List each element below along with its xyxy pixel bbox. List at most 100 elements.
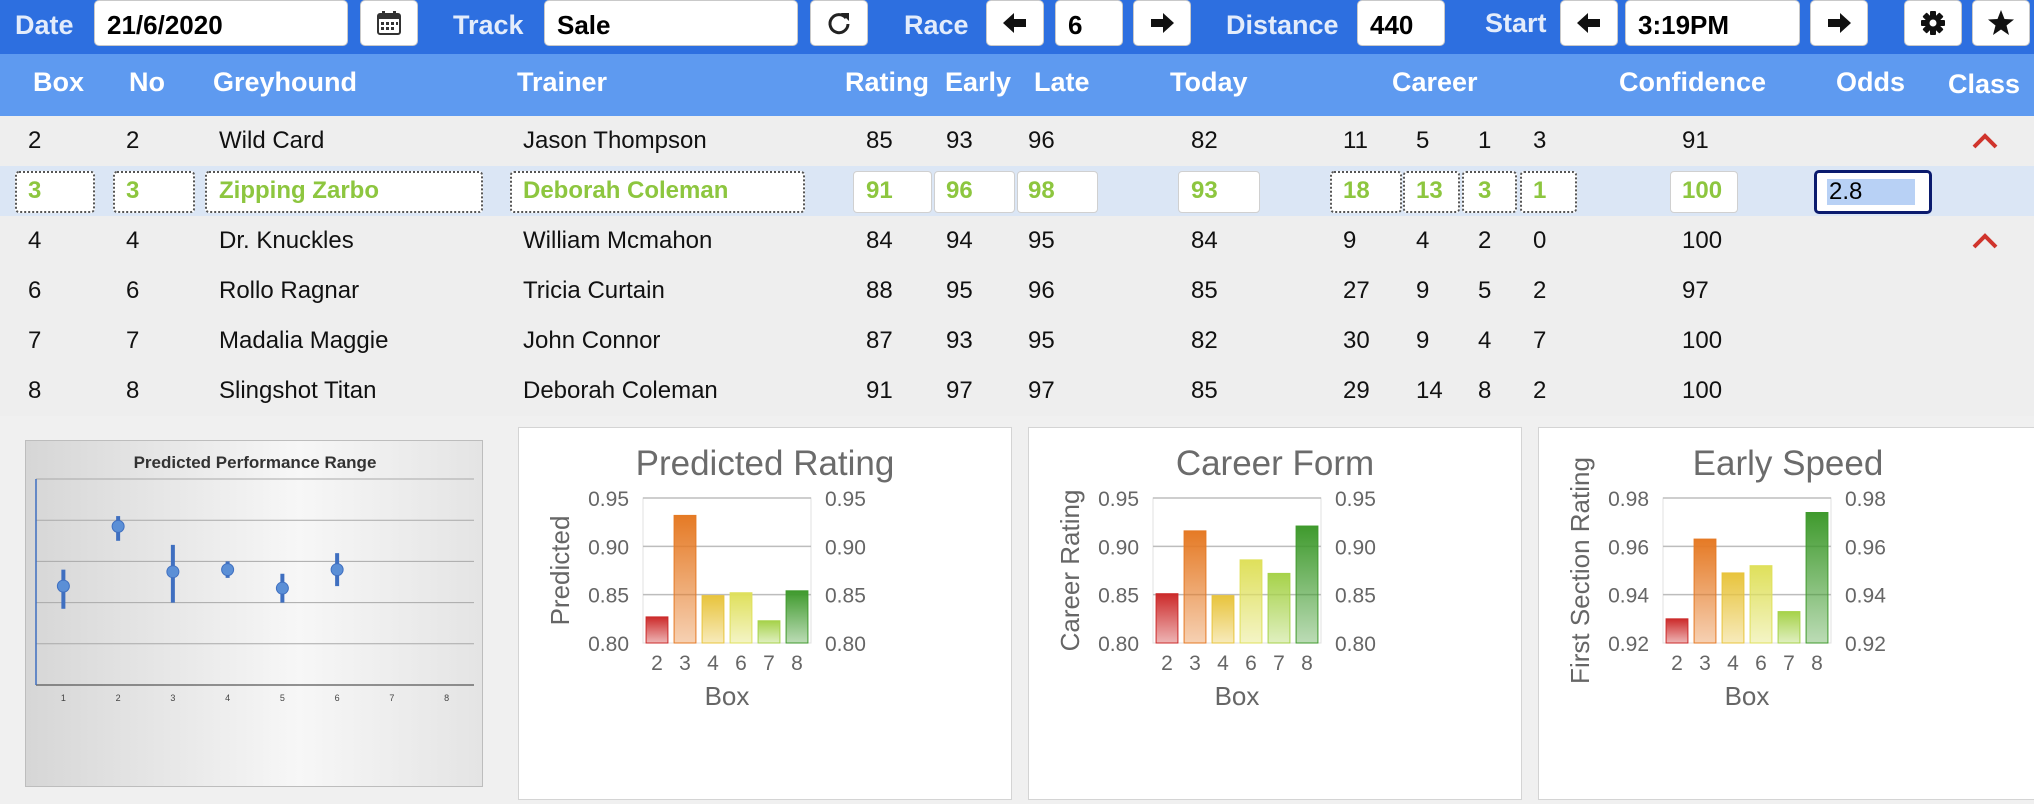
race-prev-button[interactable]	[986, 0, 1044, 46]
column-header-trainer[interactable]: Trainer	[517, 67, 608, 97]
x-tick-label: 7	[1783, 652, 1795, 675]
column-header-rating[interactable]: Rating	[845, 67, 929, 97]
column-header-greyhound[interactable]: Greyhound	[213, 67, 358, 97]
bar	[729, 592, 753, 644]
calendar-button[interactable]	[360, 0, 418, 46]
rating-edit[interactable]	[853, 171, 932, 213]
career-seconds-cell: 3	[1478, 177, 1492, 204]
start-time-field[interactable]: 3:19PM	[1625, 0, 1800, 46]
career-seconds-cell: 4	[1478, 327, 1492, 354]
runner-row[interactable]: 4 4 Dr. Knuckles William Mcmahon 84 94 9…	[0, 216, 2034, 266]
race-next-button[interactable]	[1133, 0, 1191, 46]
bar	[757, 620, 781, 644]
bar	[701, 595, 725, 644]
trainer-edit[interactable]	[510, 171, 805, 213]
runner-row[interactable]: 2 2 Wild Card Jason Thompson 85 93 96 82…	[0, 116, 2034, 166]
early-edit[interactable]	[934, 171, 1015, 213]
early-speed-chart: 0.92 0.92 0.94 0.94 0.96 0.96 0.98 0.98 2 3 4 6 7 8 Bo…	[1565, 457, 1886, 711]
career-wins-cell: 5	[1416, 127, 1430, 154]
career-starts-cell: 9	[1343, 227, 1357, 254]
runner-row-selected[interactable]: 3 3 Zipping Zarbo Deborah Coleman 91 96 …	[0, 166, 2034, 216]
start-label: Start	[1485, 8, 1547, 38]
career-seconds-cell: 2	[1478, 227, 1492, 254]
career-wins-cell: 14	[1416, 377, 1443, 404]
bar	[1211, 595, 1235, 644]
column-header-confidence[interactable]: Confidence	[1619, 67, 1767, 97]
column-header-early[interactable]: Early	[945, 67, 1012, 97]
plot-area	[642, 497, 812, 644]
x-tick-label: 4	[707, 652, 719, 675]
career-seconds-edit[interactable]	[1462, 171, 1517, 213]
number-cell: 2	[126, 127, 140, 154]
column-header-odds[interactable]: Odds	[1836, 67, 1906, 97]
career-thirds-cell: 1	[1533, 177, 1547, 204]
column-header-late[interactable]: Late	[1034, 67, 1090, 97]
x-tick-label: 3	[1189, 652, 1201, 675]
track-field[interactable]: Sale	[544, 0, 798, 46]
predicted-rating-chart: 0.80 0.80 0.85 0.85 0.90 0.90 0.95 0.95 2 3 4 6 7 8 Bo…	[545, 488, 866, 711]
top-toolbar: Date 21/6/2020 Track Sale Race 6 Distanc…	[0, 0, 2034, 54]
favourite-button[interactable]	[1972, 0, 2030, 46]
confidence-edit[interactable]	[1670, 171, 1738, 213]
predicted-rating-panel: Predicted Rating 0.80 0.80 0.85 0.85 0.90 0.9…	[518, 427, 1012, 800]
odds-input[interactable]: 2.8	[1814, 170, 1932, 214]
early-cell: 93	[946, 127, 973, 154]
refresh-button[interactable]	[810, 0, 868, 46]
bar	[1693, 538, 1717, 644]
confidence-cell: 100	[1682, 327, 1723, 354]
x-tick-label: 5	[280, 693, 285, 703]
x-tick-label: 6	[335, 693, 340, 703]
plot-area	[1662, 497, 1832, 644]
column-header-box[interactable]: Box	[33, 67, 85, 97]
career-thirds-edit[interactable]	[1520, 171, 1577, 213]
y-axis-label: Predicted	[545, 516, 575, 626]
career-thirds-cell: 2	[1533, 277, 1547, 304]
runner-row[interactable]: 8 8 Slingshot Titan Deborah Coleman 91 9…	[0, 366, 2034, 416]
career-wins-cell: 13	[1416, 177, 1443, 204]
runner-row[interactable]: 6 6 Rollo Ragnar Tricia Curtain 88 95 96…	[0, 266, 2034, 316]
column-header-career[interactable]: Career	[1392, 67, 1478, 97]
distance-field[interactable]: 440	[1357, 0, 1445, 46]
today-cell: 85	[1191, 277, 1218, 304]
number-cell: 3	[126, 177, 140, 204]
column-header-class[interactable]: Class	[1948, 69, 2021, 99]
y-tick-label: 0.95	[1098, 488, 1139, 511]
greyhound-edit[interactable]	[205, 171, 483, 213]
start-prev-button[interactable]	[1560, 0, 1618, 46]
box-cell: 7	[28, 327, 42, 354]
y-tick-label: 0.96	[1608, 536, 1649, 559]
bar	[785, 590, 809, 644]
box-cell: 2	[28, 127, 42, 154]
y-tick-label-right: 0.94	[1845, 585, 1886, 608]
career-starts-edit[interactable]	[1330, 171, 1402, 213]
confidence-cell: 100	[1682, 377, 1723, 404]
start-next-button[interactable]	[1810, 0, 1868, 46]
settings-button[interactable]	[1904, 0, 1962, 46]
column-header-today[interactable]: Today	[1170, 67, 1248, 97]
column-header-no[interactable]: No	[129, 67, 165, 97]
late-cell: 95	[1028, 227, 1055, 254]
confidence-cell: 100	[1682, 177, 1723, 204]
x-tick-label: 7	[389, 693, 394, 703]
early-cell: 93	[946, 327, 973, 354]
number-cell: 6	[126, 277, 140, 304]
refresh-icon	[828, 13, 850, 35]
career-wins-edit[interactable]	[1403, 171, 1460, 213]
chart-title: Predicted Rating	[635, 444, 895, 483]
data-point	[221, 563, 235, 577]
odds-text-selection	[1827, 179, 1915, 205]
y-tick-label-right: 0.80	[1335, 633, 1376, 656]
rating-cell: 85	[866, 127, 893, 154]
confidence-cell: 100	[1682, 227, 1723, 254]
date-field[interactable]: 21/6/2020	[94, 0, 348, 46]
runner-grid-header: Box No Greyhound Trainer Rating Early La…	[0, 54, 2034, 116]
number-edit[interactable]	[113, 171, 195, 213]
today-edit[interactable]	[1178, 171, 1260, 213]
x-tick-label: 8	[791, 652, 803, 675]
runner-row[interactable]: 7 7 Madalia Maggie John Connor 87 93 95 …	[0, 316, 2034, 366]
box-edit[interactable]	[15, 171, 95, 213]
race-number-field[interactable]: 6	[1055, 0, 1123, 46]
late-edit[interactable]	[1017, 171, 1098, 213]
arrow-right-icon	[1828, 13, 1851, 33]
y-axis-label: Career Rating	[1055, 490, 1085, 652]
